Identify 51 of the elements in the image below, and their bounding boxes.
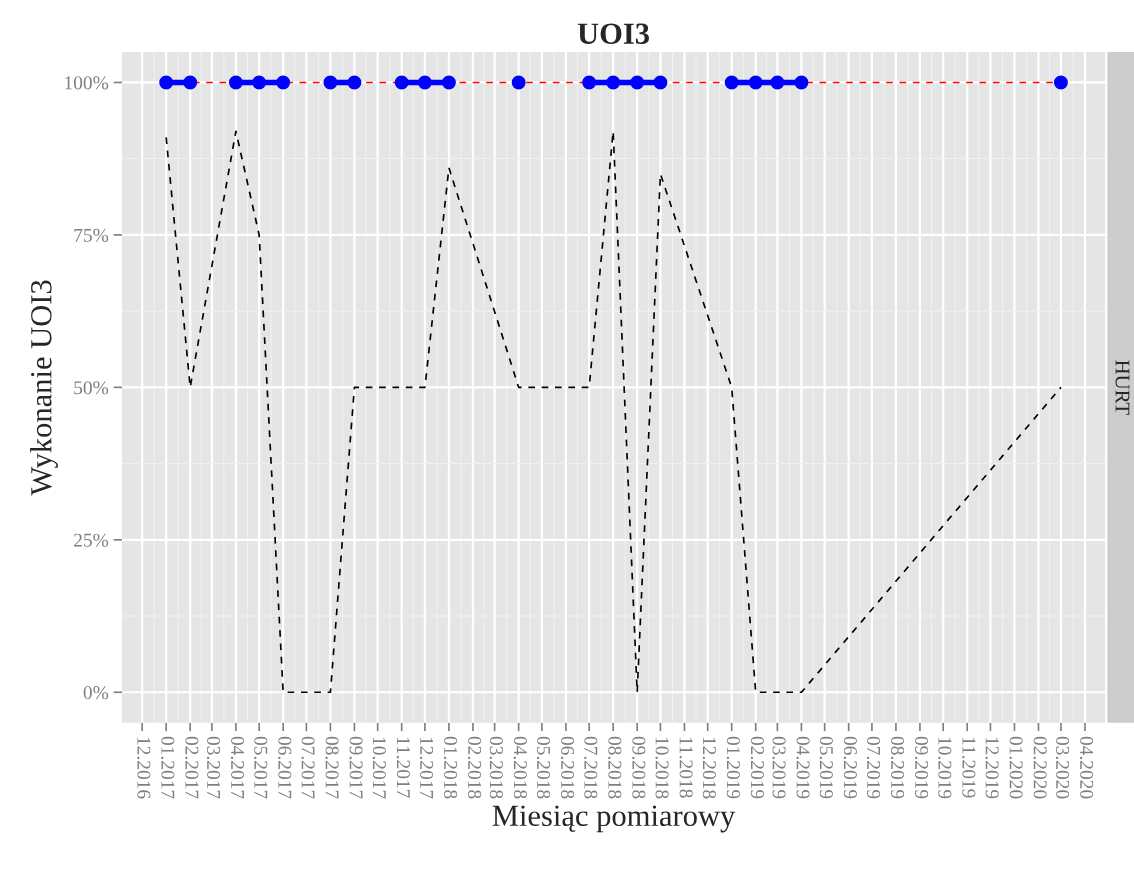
x-tick-label: 06.2018 <box>560 736 575 799</box>
x-tick-label: 01.2020 <box>1009 736 1023 799</box>
x-tick-label: 04.2018 <box>513 736 527 799</box>
x-tick-label: 09.2019 <box>914 736 929 799</box>
y-tick-label: 100% <box>65 76 109 90</box>
chart-title: UOI3 <box>577 23 650 44</box>
text: HURT <box>1115 360 1130 415</box>
x-tick-label: 11.2019 <box>962 737 976 798</box>
x-tick-label: 12.2018 <box>702 737 716 799</box>
x-tick-label: 07.2019 <box>866 736 881 799</box>
x-tick-label: 05.2019 <box>819 736 833 799</box>
x-tick-label: 10.2019 <box>938 737 952 799</box>
y-tick-label: 25% <box>74 533 109 547</box>
x-tick-label: 12.2017 <box>419 737 434 799</box>
x-tick-label: 02.2020 <box>1033 736 1047 799</box>
x-tick-label: 02.2019 <box>750 736 764 799</box>
x-tick-label: 08.2017 <box>325 736 339 799</box>
x-tick-label: 05.2017 <box>254 736 268 799</box>
x-tick-label: 01.2017 <box>161 736 175 799</box>
x-tick-label: 11.2017 <box>396 737 410 798</box>
x-tick-label: 08.2018 <box>608 736 622 799</box>
x-tick-label: 12.2019 <box>985 737 999 799</box>
x-tick-label: 07.2017 <box>301 736 315 799</box>
x-tick-label: 03.2020 <box>1055 736 1070 799</box>
x-tick-label: 03.2019 <box>772 736 786 799</box>
x-tick-label: 11.2018 <box>679 737 693 798</box>
x-tick-label: 09.2018 <box>632 736 646 799</box>
x-axis-title: Miesiąc pomiarowy <box>492 805 736 833</box>
y-tick-label: 75% <box>74 228 109 242</box>
x-tick-label: 04.2017 <box>230 736 245 799</box>
x-tick-label: 06.2017 <box>278 736 292 799</box>
x-tick-label: 01.2018 <box>443 736 458 799</box>
y-axis-title: Wykonanie UOI3 <box>30 280 58 496</box>
x-tick-label: 03.2017 <box>206 736 221 799</box>
x-tick-label: 03.2018 <box>489 736 503 799</box>
y-tick-label: 0% <box>83 686 109 700</box>
x-tick-label: 02.2017 <box>185 736 199 799</box>
x-tick-label: 08.2019 <box>890 736 905 799</box>
x-tick-label: 12.2016 <box>137 737 151 799</box>
x-tick-label: 02.2018 <box>467 736 482 799</box>
x-tick-label: 04.2019 <box>796 736 810 799</box>
x-tick-label: 06.2019 <box>843 736 857 799</box>
line-series <box>165 130 1062 694</box>
x-tick-label: 07.2018 <box>584 736 598 799</box>
x-tick-label: 05.2018 <box>536 736 551 799</box>
y-tick-label: 50% <box>74 381 109 395</box>
x-tick-label: 10.2017 <box>372 737 386 799</box>
x-tick-label: 04.2020 <box>1079 736 1094 799</box>
x-tick-label: 01.2019 <box>726 736 740 799</box>
x-tick-label: 09.2017 <box>349 736 363 799</box>
x-tick-label: 10.2018 <box>655 737 669 799</box>
